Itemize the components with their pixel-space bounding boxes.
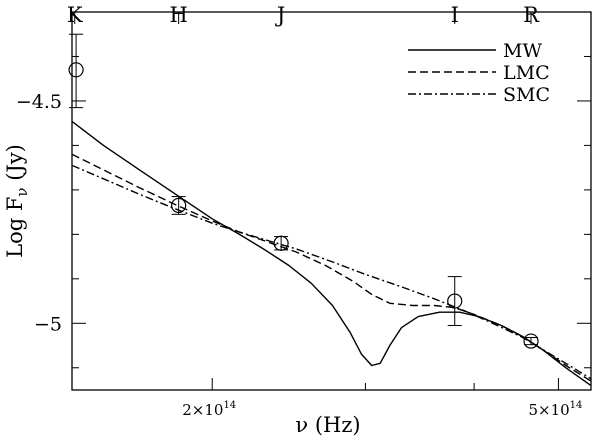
legend-label-smc: SMC	[503, 84, 550, 106]
band-label: K	[67, 3, 83, 27]
ylabel-unit: (Jy)	[3, 144, 27, 187]
model-curves	[71, 120, 592, 387]
y-axis-label: Log Fν (Jy)	[3, 144, 31, 258]
ylabel-subscript: ν	[13, 187, 31, 196]
obs-point-i	[447, 276, 463, 327]
band-label: R	[523, 3, 540, 27]
data-marker	[68, 62, 84, 78]
observations	[68, 33, 539, 349]
ylabel-main: Log F	[3, 197, 27, 258]
legend-label-mw: MW	[503, 40, 542, 62]
x-tick-exponent: 14	[223, 400, 236, 411]
y-tick-label: −4.5	[16, 91, 62, 113]
data-marker	[523, 333, 539, 349]
legend-label-lmc: LMC	[503, 62, 550, 84]
x-axis-label: ν (Hz)	[295, 413, 360, 437]
y-tick-label: −5	[34, 313, 62, 335]
x-tick-exponent: 14	[570, 400, 583, 411]
band-label: J	[275, 3, 285, 27]
x-tick-label: 5×1014	[528, 400, 582, 419]
data-marker	[447, 293, 463, 309]
curve-lmc	[71, 153, 592, 382]
obs-point-j	[273, 235, 289, 251]
obs-point-k	[68, 33, 84, 109]
plot-frame	[71, 11, 592, 391]
curve-mw	[71, 120, 592, 387]
tick-labels: −4.5 −5 2×1014 5×1014 K H J I R	[16, 3, 583, 419]
data-marker	[171, 197, 187, 214]
x-tick-label: 2×1014	[182, 400, 236, 419]
obs-point-r	[523, 333, 539, 349]
band-label: I	[451, 3, 459, 27]
obs-point-h	[171, 196, 187, 215]
curve-smc	[71, 164, 592, 380]
data-marker	[273, 235, 289, 251]
band-label: H	[169, 3, 187, 27]
